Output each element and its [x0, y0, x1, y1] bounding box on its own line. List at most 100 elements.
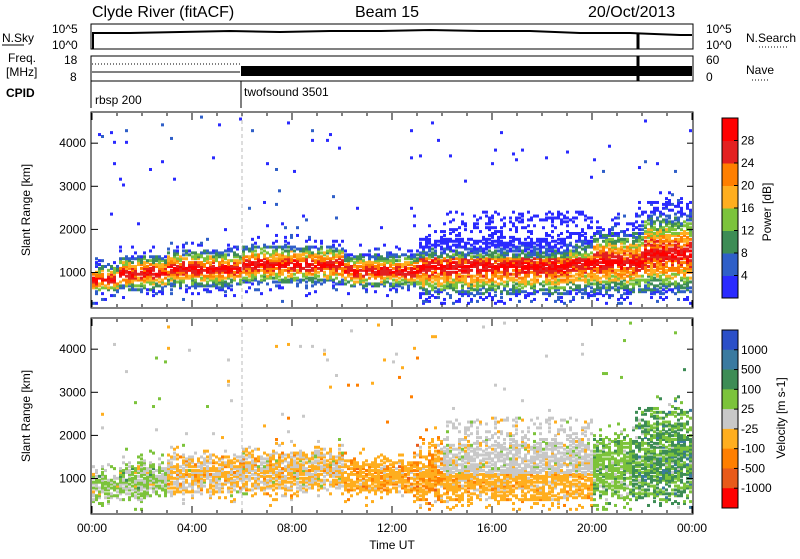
range-gate-cell [593, 288, 596, 291]
range-gate-cell [110, 286, 113, 289]
range-gate-cell [485, 226, 488, 229]
range-gate-cell [254, 469, 257, 472]
range-gate-cell [530, 249, 533, 252]
range-gate-cell [512, 284, 515, 287]
range-gate-cell [335, 248, 338, 251]
range-gate-cell [446, 259, 449, 262]
range-gate-cell [515, 279, 518, 282]
range-gate-cell [551, 216, 554, 219]
range-gate-cell [158, 457, 161, 460]
range-gate-cell [431, 121, 434, 124]
range-gate-cell [182, 502, 185, 505]
range-gate-cell [509, 288, 512, 291]
range-gate-cell [194, 261, 197, 264]
range-gate-cell [614, 259, 617, 262]
range-gate-cell [221, 490, 224, 493]
range-gate-cell [461, 246, 464, 249]
range-gate-cell [506, 257, 509, 260]
range-gate-cell [182, 444, 185, 447]
range-gate-cell [539, 238, 542, 241]
range-gate-cell [215, 455, 218, 458]
range-gate-cell [470, 298, 473, 301]
range-gate-cell [473, 240, 476, 243]
range-gate-cell [461, 251, 464, 254]
range-gate-cell [509, 292, 512, 295]
range-gate-cell [680, 207, 683, 210]
range-gate-cell [461, 284, 464, 287]
range-gate-cell [551, 261, 554, 264]
range-gate-cell [212, 473, 215, 476]
range-gate-cell [659, 296, 662, 299]
range-gate-cell [500, 226, 503, 229]
range-gate-cell [425, 298, 428, 301]
range-gate-cell [647, 240, 650, 243]
range-gate-cell [656, 300, 659, 303]
range-gate-cell [263, 201, 266, 204]
range-gate-cell [206, 459, 209, 462]
range-gate-cell [479, 279, 482, 282]
range-gate-cell [410, 267, 413, 270]
range-gate-cell [689, 129, 692, 132]
range-gate-cell [272, 277, 275, 280]
range-gate-cell [206, 455, 209, 458]
range-gate-cell [284, 236, 287, 239]
range-gate-cell [455, 249, 458, 252]
range-gate-cell [503, 281, 506, 284]
range-gate-cell [419, 242, 422, 245]
range-gate-cell [686, 236, 689, 239]
range-gate-cell [122, 469, 125, 472]
range-gate-cell [557, 296, 560, 299]
range-gate-cell [218, 463, 221, 466]
range-gate-cell [152, 255, 155, 258]
range-gate-cell [365, 253, 368, 256]
range-gate-cell [599, 265, 602, 268]
range-gate-cell [545, 156, 548, 159]
range-gate-cell [551, 281, 554, 284]
range-gate-cell [401, 282, 404, 285]
range-gate-cell [191, 242, 194, 245]
range-gate-cell [512, 236, 515, 239]
range-gate-cell [188, 473, 191, 476]
range-gate-cell [443, 248, 446, 251]
range-gate-cell [590, 226, 593, 229]
range-gate-cell [167, 255, 170, 258]
range-gate-cell [566, 151, 569, 154]
range-gate-cell [686, 248, 689, 251]
range-gate-cell [236, 490, 239, 493]
range-gate-cell [119, 246, 122, 249]
range-gate-cell [167, 459, 170, 462]
range-gate-cell [467, 290, 470, 293]
range-gate-cell [566, 236, 569, 239]
range-gate-cell [680, 284, 683, 287]
range-gate-cell [500, 290, 503, 293]
range-gate-cell [293, 263, 296, 266]
range-gate-cell [197, 457, 200, 460]
range-gate-cell [119, 284, 122, 287]
colorbar-segment [722, 186, 738, 209]
range-gate-cell [569, 249, 572, 252]
range-gate-cell [488, 284, 491, 287]
range-gate-cell [515, 282, 518, 285]
range-gate-cell [263, 244, 266, 247]
range-gate-cell [644, 284, 647, 287]
range-gate-cell [395, 263, 398, 266]
range-gate-cell [227, 455, 230, 458]
range-gate-cell [110, 213, 113, 216]
range-gate-cell [149, 288, 152, 291]
range-gate-cell [119, 178, 122, 181]
range-gate-cell [119, 281, 122, 284]
range-gate-cell [611, 286, 614, 289]
range-gate-cell [662, 292, 665, 295]
range-gate-cell [575, 216, 578, 219]
range-gate-cell [584, 236, 587, 239]
nsearch-label: N.Search [746, 31, 796, 45]
range-gate-cell [113, 141, 116, 144]
range-gate-cell [497, 230, 500, 233]
range-gate-cell [236, 459, 239, 462]
range-gate-cell [566, 220, 569, 223]
range-gate-cell [554, 240, 557, 243]
range-gate-cell [257, 473, 260, 476]
range-gate-cell [125, 463, 128, 466]
range-gate-cell [188, 253, 191, 256]
range-gate-cell [206, 405, 209, 408]
